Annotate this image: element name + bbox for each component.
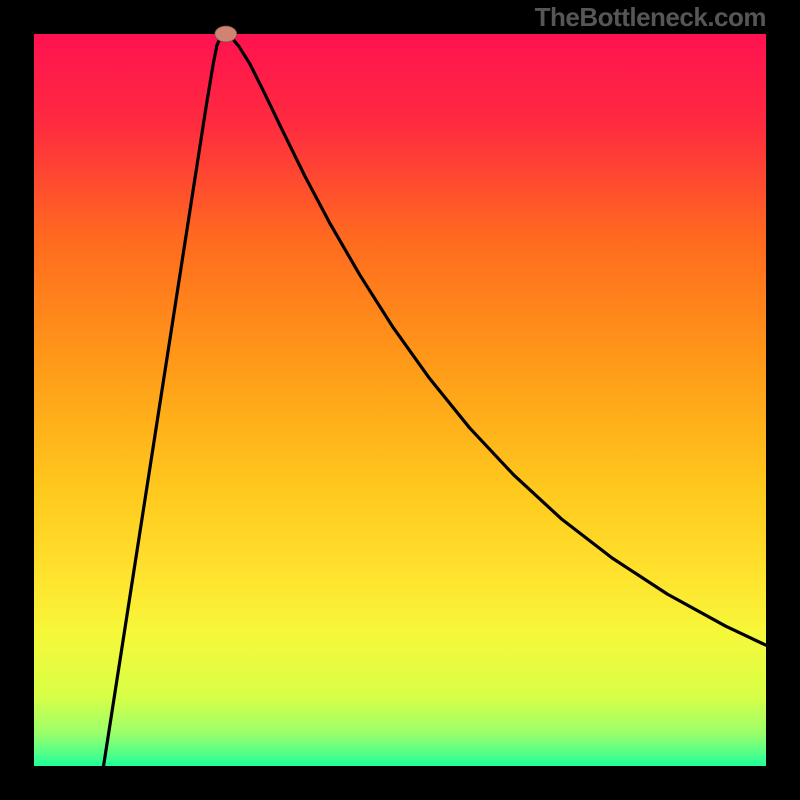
bottleneck-curve: [34, 34, 766, 766]
plot-area: [34, 34, 766, 766]
min-marker: [215, 26, 237, 42]
curve-path: [104, 34, 766, 766]
watermark-text: TheBottleneck.com: [535, 2, 766, 33]
